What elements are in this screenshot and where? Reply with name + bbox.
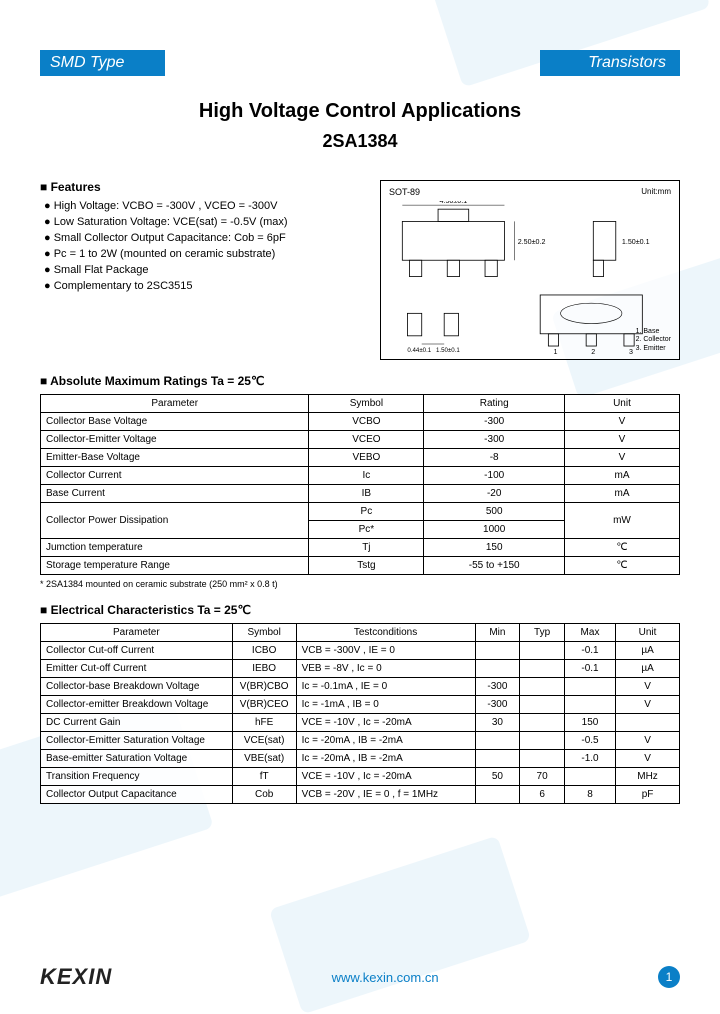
col-header: Unit [564,395,679,413]
table-row: DC Current GainhFEVCE = -10V , Ic = -20m… [41,714,680,732]
col-header: Unit [616,624,680,642]
table-row: Collector Output CapacitanceCobVCB = -20… [41,786,680,804]
col-header: Testconditions [296,624,475,642]
col-header: Min [475,624,520,642]
feature-item: Low Saturation Voltage: VCE(sat) = -0.5V… [44,216,362,228]
svg-text:2: 2 [591,348,595,354]
part-number: 2SA1384 [40,131,680,152]
table-row: Collector Base VoltageVCBO-300V [41,413,680,431]
header-right: Transistors [540,50,680,76]
table-row: Collector-emitter Breakdown VoltageV(BR)… [41,696,680,714]
header-bar: SMD Type Transistors [40,50,680,76]
feature-item: Pc = 1 to 2W (mounted on ceramic substra… [44,248,362,260]
feature-item: Small Flat Package [44,264,362,276]
pin-label: 2. Collector [636,336,671,344]
features-heading: Features [40,180,362,194]
abs-max-table: Parameter Symbol Rating Unit Collector B… [40,394,680,575]
svg-text:3: 3 [629,348,633,354]
page-content: SMD Type Transistors High Voltage Contro… [0,0,720,838]
features-section: Features High Voltage: VCBO = -300V , VC… [40,180,362,296]
table-row: Emitter Cut-off CurrentIEBOVEB = -8V , I… [41,660,680,678]
brand-logo: KEXIN [40,964,112,990]
table-row: Jumction temperatureTj150℃ [41,539,680,557]
package-diagram: SOT-89 Unit:mm 4.50±0.1 2.50±0.2 1.50±0.… [380,180,680,360]
svg-text:1: 1 [553,348,557,354]
abs-max-footnote: * 2SA1384 mounted on ceramic substrate (… [40,579,680,589]
elec-heading: Electrical Characteristics Ta = 25℃ [40,603,680,617]
pin-label: 1. Base [636,328,671,336]
header-left: SMD Type [40,50,165,76]
table-row: Collector-Emitter VoltageVCEO-300V [41,431,680,449]
table-row: Collector Cut-off CurrentICBOVCB = -300V… [41,642,680,660]
feature-item: Complementary to 2SC3515 [44,280,362,292]
footer-url: www.kexin.com.cn [332,970,439,985]
pin-label: 3. Emitter [636,345,671,353]
svg-text:2.50±0.2: 2.50±0.2 [518,238,546,246]
table-row: Emitter-Base VoltageVEBO-8V [41,449,680,467]
svg-text:4.50±0.1: 4.50±0.1 [440,201,468,205]
page-number: 1 [658,966,680,988]
table-row: Base CurrentIB-20mA [41,485,680,503]
svg-text:1.50±0.1: 1.50±0.1 [436,347,460,354]
feature-item: Small Collector Output Capacitance: Cob … [44,232,362,244]
table-row: Storage temperature RangeTstg-55 to +150… [41,557,680,575]
col-header: Symbol [309,395,424,413]
package-name: SOT-89 [389,187,420,197]
table-row: Collector-Emitter Saturation VoltageVCE(… [41,732,680,750]
package-svg: 4.50±0.1 2.50±0.2 1.50±0.1 1 2 3 [387,201,673,354]
col-header: Max [564,624,615,642]
table-row: Base-emitter Saturation VoltageVBE(sat)I… [41,750,680,768]
col-header: Rating [424,395,565,413]
page-footer: KEXIN www.kexin.com.cn 1 [40,964,680,990]
svg-text:0.44±0.1: 0.44±0.1 [407,347,431,354]
col-header: Typ [520,624,565,642]
page-title: High Voltage Control Applications [40,100,680,123]
table-row: Transition FrequencyfTVCE = -10V , Ic = … [41,768,680,786]
table-row: Collector-base Breakdown VoltageV(BR)CBO… [41,678,680,696]
table-row: Collector Power DissipationPc500mW [41,503,680,521]
svg-text:1.50±0.1: 1.50±0.1 [622,238,650,246]
abs-max-heading: Absolute Maximum Ratings Ta = 25℃ [40,374,680,388]
col-header: Parameter [41,624,233,642]
package-pinout: 1. Base 2. Collector 3. Emitter [636,328,671,353]
package-unit: Unit:mm [641,187,671,196]
col-header: Symbol [232,624,296,642]
feature-item: High Voltage: VCBO = -300V , VCEO = -300… [44,200,362,212]
elec-table: Parameter Symbol Testconditions Min Typ … [40,623,680,804]
table-row: Collector CurrentIc-100mA [41,467,680,485]
col-header: Parameter [41,395,309,413]
features-list: High Voltage: VCBO = -300V , VCEO = -300… [40,200,362,292]
